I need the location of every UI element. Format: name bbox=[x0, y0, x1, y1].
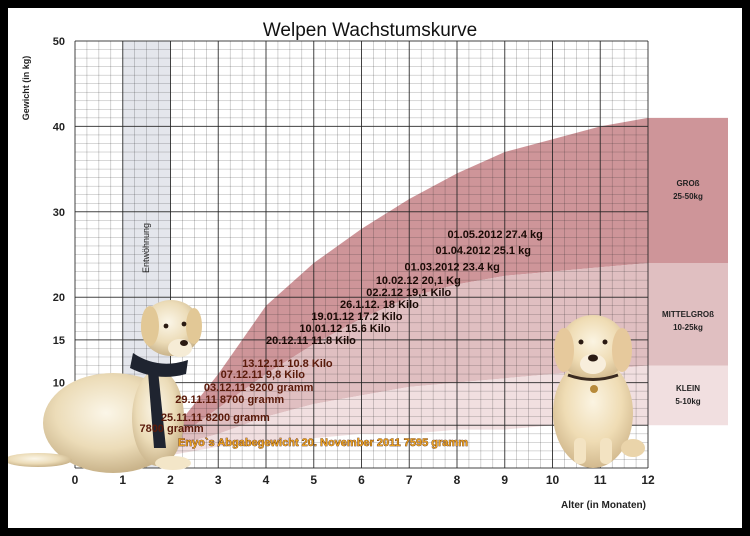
y-axis-label: Gewicht (in kg) bbox=[21, 56, 31, 121]
weight-annotation: 02.2.12 19,1 Kilo bbox=[366, 287, 451, 299]
handover-weight-note: Enyo`s Abgabegewicht 20. November 2011 7… bbox=[178, 437, 468, 449]
weight-annotation: 01.05.2012 27.4 kg bbox=[447, 229, 542, 241]
weight-annotation: 29.11.11 8700 gramm bbox=[175, 394, 284, 406]
band-label-klein-name: KLEIN bbox=[676, 384, 700, 393]
weight-annotation: 03.12.11 9200 gramm bbox=[204, 382, 314, 394]
x-tick-label: 7 bbox=[406, 473, 413, 487]
weight-annotation: 07.12.11 9,8 Kilo bbox=[221, 369, 306, 381]
y-tick-label: 15 bbox=[53, 335, 65, 347]
weight-annotation: 01.04.2012 25.1 kg bbox=[436, 245, 531, 257]
band-label-klein: KLEIN 5-10kg bbox=[675, 384, 700, 406]
band-label-mittelgross-name: MITTELGROß bbox=[662, 310, 714, 319]
x-tick-label: 2 bbox=[167, 473, 174, 487]
y-tick-label: 50 bbox=[53, 36, 65, 48]
weight-annotation: 26.1.12. 18 Kilo bbox=[340, 299, 419, 311]
band-label-mittelgross-range: 10-25kg bbox=[673, 323, 703, 332]
y-tick-label: 20 bbox=[53, 292, 65, 304]
x-axis-ticks: 0 1 2 3 4 5 6 7 8 9 10 11 12 bbox=[72, 473, 655, 487]
chart-panel: Welpen Wachstumskurve 5101520304050 0123… bbox=[8, 8, 742, 528]
sitting-puppy-right bbox=[553, 315, 645, 468]
growth-chart: Welpen Wachstumskurve 5101520304050 0123… bbox=[8, 20, 728, 511]
y-axis-ticks: 5101520304050 bbox=[53, 36, 65, 432]
x-tick-label: 10 bbox=[546, 473, 560, 487]
y-tick-label: 10 bbox=[53, 378, 65, 390]
x-axis-label: Alter (in Monaten) bbox=[561, 500, 646, 511]
x-tick-label: 4 bbox=[263, 473, 270, 487]
band-label-gross-range: 25-50kg bbox=[673, 192, 703, 201]
weight-annotation: 10.01.12 15.6 Kilo bbox=[299, 323, 390, 335]
weight-annotation: 7800 gramm bbox=[139, 423, 203, 435]
weight-annotation: 01.03.2012 23.4 kg bbox=[404, 261, 499, 273]
x-tick-label: 8 bbox=[454, 473, 461, 487]
x-tick-label: 3 bbox=[215, 473, 222, 487]
weight-annotations: 01.05.2012 27.4 kg 01.04.2012 25.1 kg 01.0… bbox=[139, 229, 542, 435]
weight-annotation: 10.02.12 20,1 Kg bbox=[376, 275, 461, 287]
x-tick-label: 11 bbox=[594, 473, 607, 487]
chart-title: Welpen Wachstumskurve bbox=[263, 20, 477, 41]
x-tick-label: 1 bbox=[119, 473, 126, 487]
x-tick-label: 0 bbox=[72, 473, 79, 487]
band-area-1 bbox=[170, 263, 728, 447]
x-tick-label: 6 bbox=[358, 473, 365, 487]
band-label-gross-name: GROß bbox=[676, 179, 699, 188]
x-tick-label: 5 bbox=[310, 473, 317, 487]
band-label-gross: GROß 25-50kg bbox=[673, 179, 703, 201]
x-tick-label: 9 bbox=[501, 473, 508, 487]
weaning-label: Entwöhnung bbox=[141, 223, 151, 273]
sitting-puppy-left bbox=[8, 300, 202, 473]
y-tick-label: 40 bbox=[53, 121, 65, 133]
weight-annotation: 20.12.11 11.8 Kilo bbox=[266, 335, 356, 347]
weight-annotation: 25.11.11 8200 gramm bbox=[161, 412, 270, 424]
band-area-0 bbox=[170, 117, 728, 443]
band-label-mittelgross: MITTELGROß 10-25kg bbox=[662, 310, 714, 332]
weight-annotation: 19.01.12 17.2 Kilo bbox=[311, 311, 402, 323]
x-tick-label: 12 bbox=[641, 473, 655, 487]
band-label-klein-range: 5-10kg bbox=[675, 397, 700, 406]
y-tick-label: 30 bbox=[53, 207, 65, 219]
weight-annotation: 13.12.11 10.8 Kilo bbox=[242, 358, 333, 370]
